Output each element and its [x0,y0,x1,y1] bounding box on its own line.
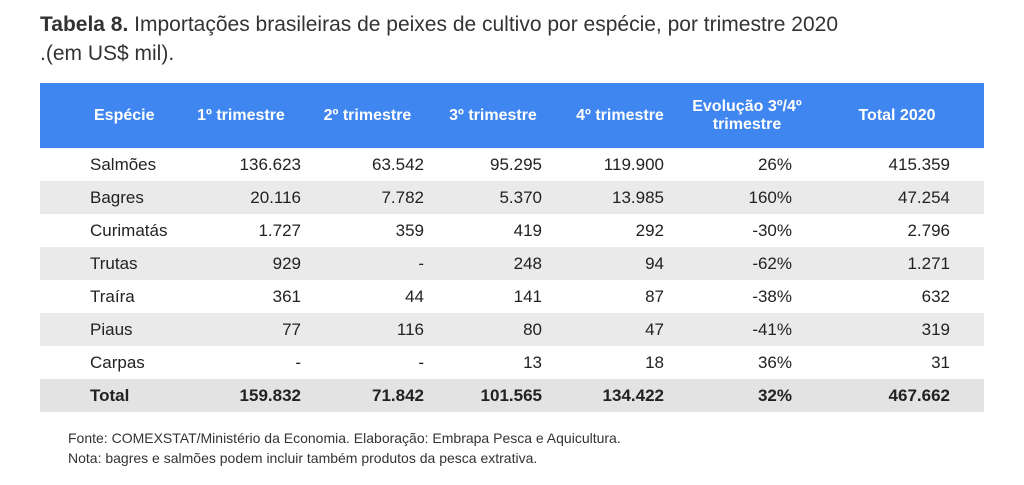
cell-trimestre-2: 359 [395,220,424,240]
cell-trimestre-2: - [418,352,424,372]
cell-total: 2.796 [907,220,950,240]
table-row: Curimatás 1.727 359 419 292 -30% 2.796 [40,214,984,247]
cell-trimestre-2: - [418,253,424,273]
cell-trimestre-4: 87 [645,286,664,306]
cell-trimestre-1: - [295,352,301,372]
cell-evolucao: -38% [752,286,792,306]
table-caption: Importações brasileiras de peixes de cul… [128,13,839,36]
extra-note: Nota: bagres e salmões podem incluir tam… [68,450,538,466]
cell-trimestre-2: 44 [405,286,424,306]
cell-trimestre-3: 13 [523,352,542,372]
table-caption-unit: .(em US$ mil). [40,42,175,65]
cell-especie: Traíra [90,286,135,306]
cell-especie: Curimatás [90,220,168,240]
cell-evolucao: 32% [757,385,792,405]
cell-evolucao: -30% [752,220,792,240]
header-trimestre-4: 4º trimestre [576,106,664,124]
cell-especie: Trutas [90,253,138,273]
cell-evolucao: -62% [752,253,792,273]
cell-trimestre-3: 101.565 [480,385,542,405]
cell-total: 319 [921,319,950,339]
table-row: Bagres 20.116 7.782 5.370 13.985 160% 47.254 [40,181,984,214]
cell-trimestre-1: 159.832 [239,385,301,405]
cell-trimestre-3: 95.295 [490,154,542,174]
cell-trimestre-1: 77 [282,319,301,339]
cell-evolucao: 26% [757,154,792,174]
header-total: Total 2020 [858,106,936,124]
table-row: Salmões 136.623 63.542 95.295 119.900 26% 415.… [40,148,984,181]
cell-evolucao: 160% [748,187,792,207]
cell-total: 415.359 [888,154,950,174]
header-trimestre-3: 3º trimestre [449,106,537,124]
cell-total: 632 [921,286,950,306]
header-trimestre-1: 1º trimestre [197,106,285,124]
header-especie: Espécie [94,106,155,124]
header-evolucao: Evolução 3º/4º trimestre [692,97,802,133]
cell-trimestre-4: 47 [645,319,664,339]
cell-especie: Total [90,385,130,405]
cell-trimestre-1: 1.727 [258,220,301,240]
table-row: Traíra 361 44 141 87 -38% 632 [40,280,984,313]
cell-trimestre-2: 71.842 [372,385,424,405]
cell-especie: Salmões [90,154,157,174]
cell-total: 31 [931,352,950,372]
table-header-row: Espécie 1º trimestre 2º trimestre 3º tri… [40,83,984,148]
table-footer: Fonte: COMEXSTAT/Ministério da Economia.… [68,428,621,468]
table-row: Carpas - - 13 18 36% 31 [40,346,984,379]
cell-trimestre-2: 63.542 [372,154,424,174]
cell-trimestre-3: 419 [513,220,542,240]
cell-trimestre-3: 5.370 [499,187,542,207]
cell-trimestre-3: 80 [523,319,542,339]
cell-trimestre-4: 13.985 [612,187,664,207]
cell-trimestre-4: 119.900 [603,154,664,174]
cell-total: 1.271 [907,253,950,273]
table-row: Trutas 929 - 248 94 -62% 1.271 [40,247,984,280]
cell-trimestre-1: 20.116 [250,187,301,207]
cell-evolucao: -41% [752,319,792,339]
cell-total: 467.662 [888,385,950,405]
table-number: Tabela 8. [40,13,129,36]
cell-evolucao: 36% [757,352,792,372]
source-note: Fonte: COMEXSTAT/Ministério da Economia.… [68,430,621,446]
cell-total: 47.254 [898,187,950,207]
cell-trimestre-4: 94 [645,253,664,273]
cell-trimestre-3: 248 [513,253,542,273]
cell-trimestre-1: 361 [272,286,301,306]
table-title: Tabela 8. Importações brasileiras de pei… [40,10,1000,68]
table-total-row: Total 159.832 71.842 101.565 134.422 32% 467.6… [40,379,984,412]
cell-especie: Piaus [90,319,133,339]
cell-trimestre-2: 7.782 [381,187,424,207]
imports-table: Espécie 1º trimestre 2º trimestre 3º tri… [40,83,984,412]
cell-trimestre-3: 141 [513,286,542,306]
cell-trimestre-1: 136.623 [239,154,301,174]
cell-trimestre-2: 116 [396,319,424,339]
cell-trimestre-1: 929 [272,253,301,273]
header-trimestre-2: 2º trimestre [323,106,412,124]
cell-especie: Carpas [90,352,145,372]
cell-trimestre-4: 292 [635,220,664,240]
table-row: Piaus 77 116 80 47 -41% 319 [40,313,984,346]
cell-especie: Bagres [90,187,144,207]
cell-trimestre-4: 134.422 [602,385,664,405]
cell-trimestre-4: 18 [645,352,664,372]
